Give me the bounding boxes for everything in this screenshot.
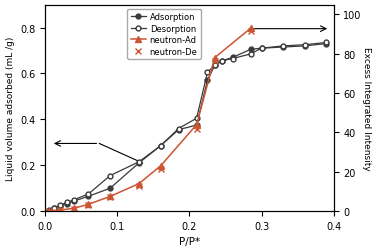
Y-axis label: Liquid volume adsorbed (mL /g): Liquid volume adsorbed (mL /g): [6, 37, 15, 180]
X-axis label: P/P*: P/P*: [179, 237, 200, 246]
Legend: Adsorption, Desorption, neutron-Ad, neutron-De: Adsorption, Desorption, neutron-Ad, neut…: [127, 10, 201, 60]
Y-axis label: Excess Integrated Intensity: Excess Integrated Intensity: [362, 47, 371, 170]
